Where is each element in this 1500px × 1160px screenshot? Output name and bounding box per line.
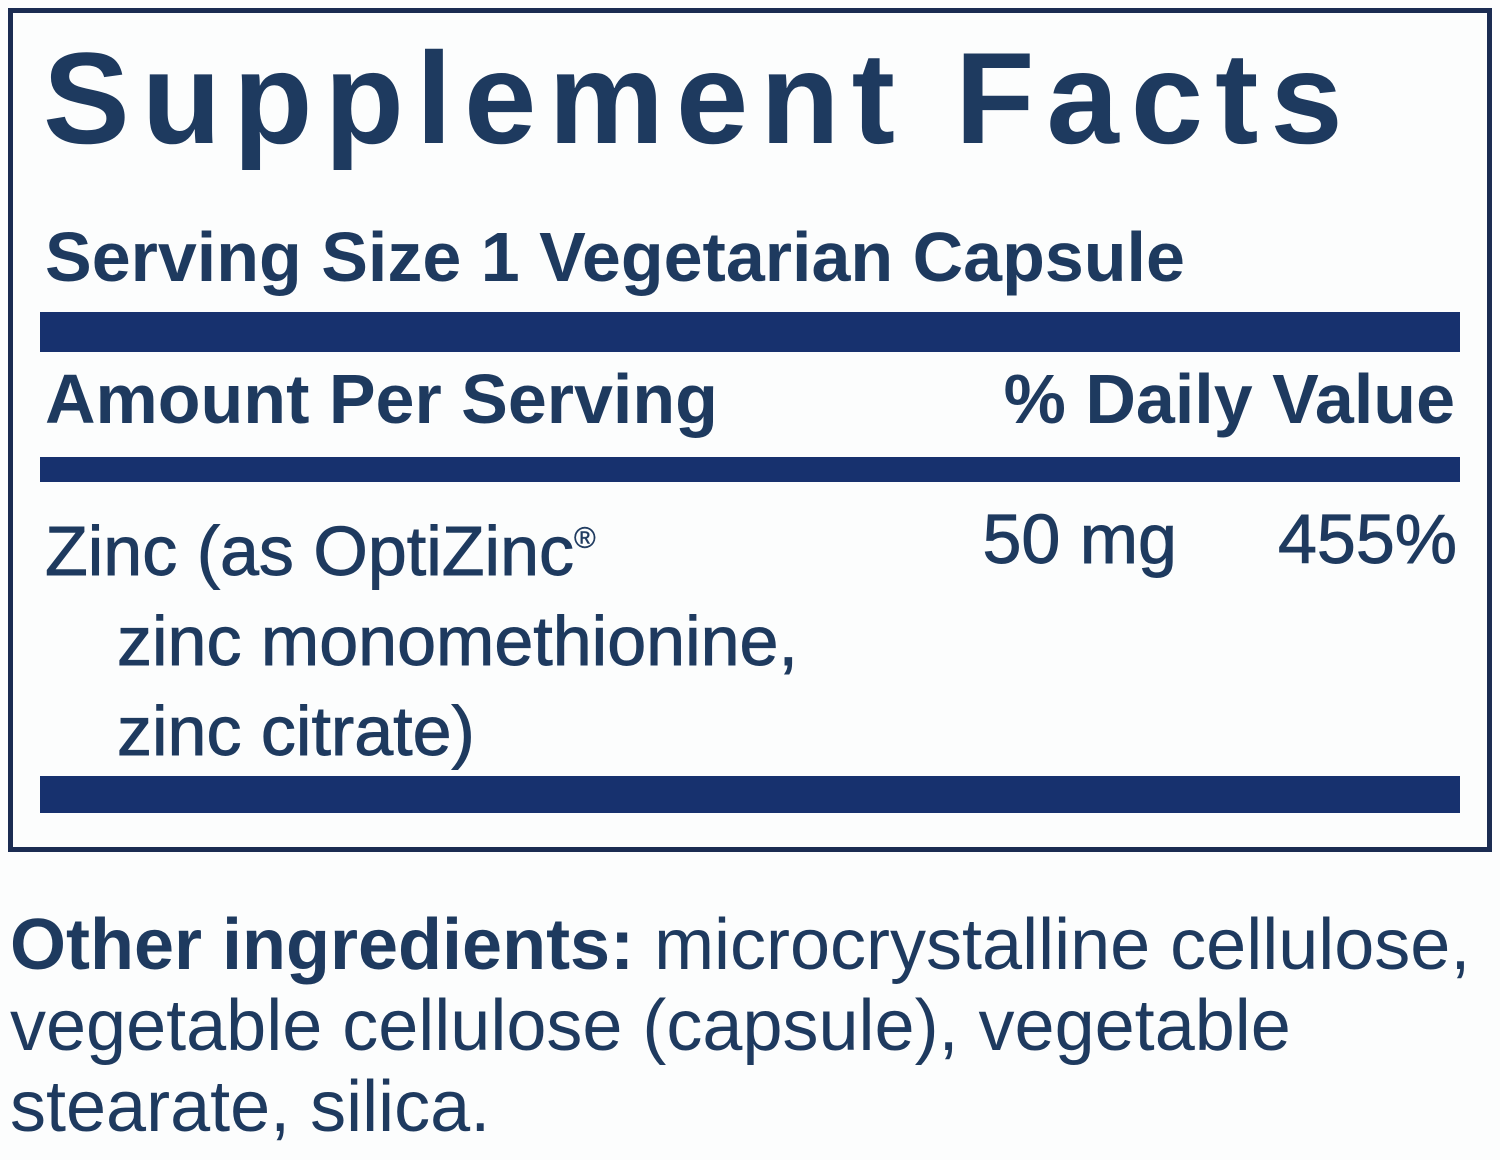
nutrient-amount: 50 mg xyxy=(982,500,1177,579)
panel-title: Supplement Facts xyxy=(43,25,1355,171)
nutrient-name-line2: zinc monomethionine, xyxy=(117,602,799,681)
serving-size-text: Serving Size 1 Vegetarian Capsule xyxy=(45,218,1185,296)
nutrient-name-line1-text: Zinc (as OptiZinc xyxy=(45,512,575,591)
nutrient-daily-value: 455% xyxy=(1277,500,1458,579)
daily-value-header: % Daily Value xyxy=(1003,360,1455,438)
nutrient-row-zinc: Zinc (as OptiZinc® zinc monomethionine, … xyxy=(45,494,1458,776)
other-ingredients-section: Other ingredients: microcrystalline cell… xyxy=(10,905,1470,1148)
facts-panel: Supplement Facts Serving Size 1 Vegetari… xyxy=(8,8,1492,852)
other-ingredients-label: Other ingredients: xyxy=(10,905,635,985)
registered-trademark-symbol: ® xyxy=(574,522,596,555)
other-ingredients-line1-rest: microcrystalline cellulose, xyxy=(634,905,1471,985)
column-header-row: Amount Per Serving % Daily Value xyxy=(45,364,1455,434)
divider-bar-bottom xyxy=(40,776,1460,813)
other-ingredients-line2: vegetable cellulose (capsule), vegetable xyxy=(10,986,1291,1066)
other-ingredients-line1: Other ingredients: microcrystalline cell… xyxy=(10,905,1470,986)
divider-bar-middle xyxy=(40,457,1460,482)
amount-per-serving-header: Amount Per Serving xyxy=(45,360,718,438)
divider-bar-top xyxy=(40,312,1460,352)
nutrient-name-zinc: Zinc (as OptiZinc® zinc monomethionine, … xyxy=(45,494,927,776)
other-ingredients-line3: stearate, silica. xyxy=(10,1067,491,1147)
nutrient-name-line3: zinc citrate) xyxy=(117,692,476,771)
nutrient-name-line1: Zinc (as OptiZinc® xyxy=(45,494,927,596)
